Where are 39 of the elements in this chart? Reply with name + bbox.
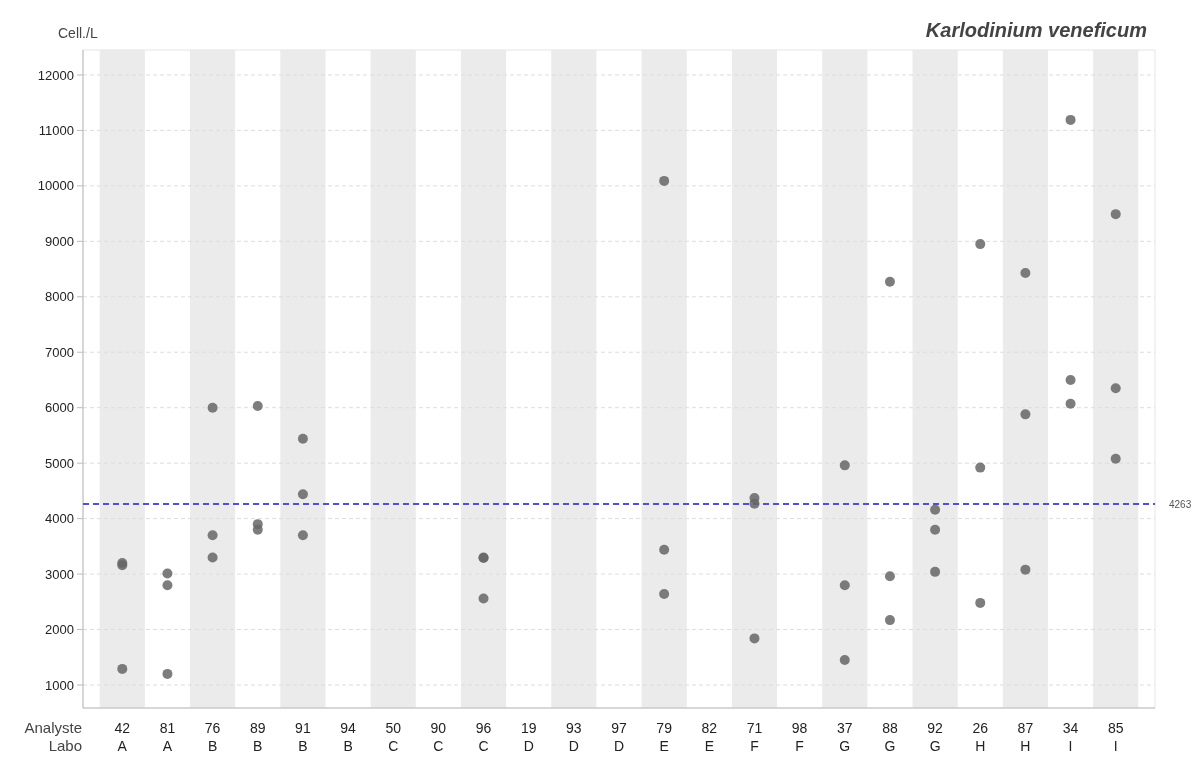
y-tick-label: 12000 (37, 67, 74, 83)
x-tick-label: 96 C (475, 720, 492, 754)
x-tick-label: 26 H (972, 720, 989, 754)
x-tick-label: 98 F (791, 720, 808, 754)
x-tick-label: 94 B (340, 720, 357, 754)
ref-line-label: 4263 (1169, 498, 1192, 510)
x-tick-label: 79 E (656, 720, 673, 754)
y-tick-label: 2000 (45, 622, 74, 638)
x-tick-label: 34 I (1062, 720, 1079, 754)
chart-title: Karlodinium veneficum (925, 19, 1147, 41)
x-tick-label: 90 C (430, 720, 447, 754)
y-tick-label: 3000 (45, 566, 74, 582)
y-tick-label: 5000 (45, 455, 74, 471)
x-tick-label: 37 G (836, 720, 853, 754)
y-tick-label: 10000 (37, 178, 74, 194)
y-tick-label: 7000 (45, 344, 74, 360)
x-tick-label: 97 D (611, 720, 627, 754)
y-tick-label: 8000 (45, 289, 74, 305)
y-axis-title: Cell./L (58, 25, 98, 41)
x-tick-label: 89 B (249, 720, 266, 754)
x-axis-title: Analyste Labo (24, 719, 82, 754)
y-tick-label: 6000 (45, 400, 74, 416)
x-tick-label: 92 G (927, 720, 944, 754)
x-tick-label: 81 A (159, 720, 176, 754)
y-tick-label: 11000 (38, 122, 74, 138)
x-tick-label: 71 F (746, 720, 763, 754)
x-tick-label: 88 G (882, 720, 898, 754)
x-tick-label: 82 E (701, 720, 718, 754)
x-tick-label: 85 I (1107, 720, 1124, 754)
x-tick-label: 91 B (295, 720, 311, 754)
y-tick-label: 4000 (45, 511, 74, 527)
y-tick-label: 9000 (45, 233, 74, 249)
x-tick-label: 19 D (520, 720, 537, 754)
x-tick-label: 42 A (114, 720, 131, 754)
x-tick-label: 93 D (566, 720, 582, 754)
y-tick-label: 1000 (45, 677, 74, 693)
x-tick-label: 87 H (1017, 720, 1034, 754)
x-tick-label: 50 C (385, 720, 402, 754)
x-tick-label: 76 B (204, 720, 221, 754)
